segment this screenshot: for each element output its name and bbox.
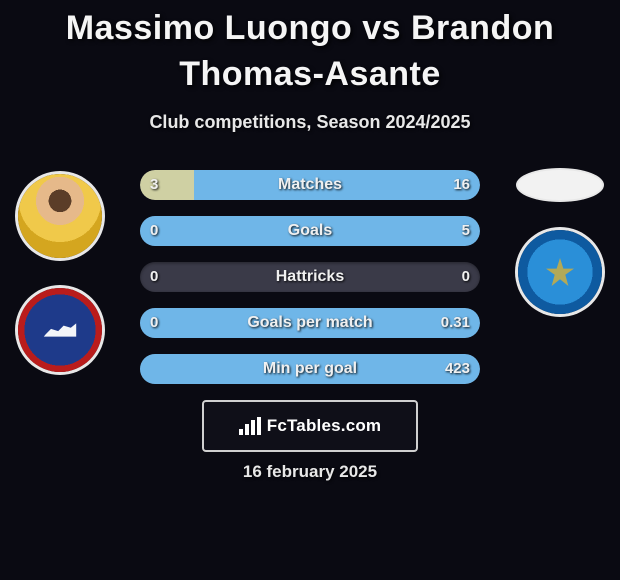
page-title: Massimo Luongo vs Brandon Thomas-Asante bbox=[0, 0, 620, 98]
stat-label: Matches bbox=[140, 170, 480, 200]
stat-value-right: 0.31 bbox=[441, 308, 470, 338]
club-left-badge bbox=[18, 288, 102, 372]
brand-box: FcTables.com bbox=[202, 400, 418, 452]
stat-label: Hattricks bbox=[140, 262, 480, 292]
stat-label: Goals per match bbox=[140, 308, 480, 338]
club-right-badge bbox=[518, 230, 602, 314]
stat-row: Matches3 16 bbox=[140, 170, 480, 200]
stat-row: Goals per match0 0.31 bbox=[140, 308, 480, 338]
player-right-avatar bbox=[518, 170, 602, 200]
brand-text: FcTables.com bbox=[267, 416, 382, 436]
stat-value-right: 0 bbox=[462, 262, 470, 292]
stat-value-right: 423 bbox=[445, 354, 470, 384]
stat-row: Hattricks0 0 bbox=[140, 262, 480, 292]
stat-label: Min per goal bbox=[140, 354, 480, 384]
bars-icon bbox=[239, 417, 261, 435]
stat-value-right: 5 bbox=[462, 216, 470, 246]
stat-value-left: 0 bbox=[150, 262, 158, 292]
stat-value-left: 0 bbox=[150, 308, 158, 338]
date-text: 16 february 2025 bbox=[0, 462, 620, 482]
stat-row: Min per goal423 bbox=[140, 354, 480, 384]
stat-value-right: 16 bbox=[453, 170, 470, 200]
stat-row: Goals0 5 bbox=[140, 216, 480, 246]
stat-value-left: 3 bbox=[150, 170, 158, 200]
stats-container: Matches316Goals05Hattricks00Goals per ma… bbox=[140, 170, 480, 400]
subtitle: Club competitions, Season 2024/2025 bbox=[0, 112, 620, 133]
player-left-avatar bbox=[18, 174, 102, 258]
stat-value-left: 0 bbox=[150, 216, 158, 246]
stat-label: Goals bbox=[140, 216, 480, 246]
